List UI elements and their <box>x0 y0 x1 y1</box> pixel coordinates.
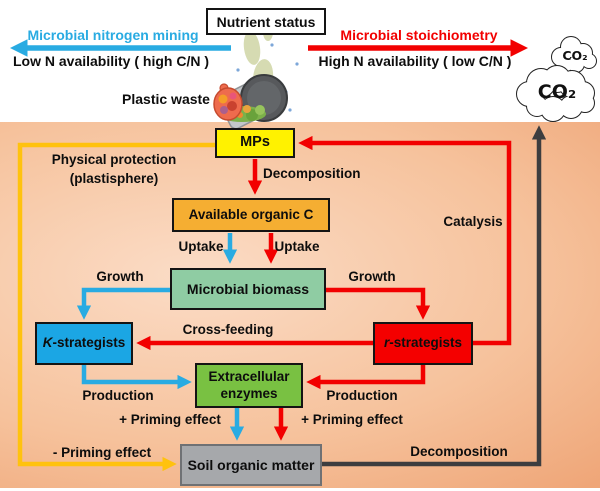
available-organic-c-box: Available organic C <box>172 198 330 232</box>
priming-plus-left-label: + Priming effect <box>119 412 221 427</box>
plastic-bag-icon <box>213 83 243 121</box>
plastic-waste-label: Plastic waste <box>122 91 210 107</box>
decomposition-top-label: Decomposition <box>263 166 361 181</box>
stoichiometry-title: Microbial stoichiometry <box>340 27 498 43</box>
arrow-som-decomposition <box>321 125 547 467</box>
r-strategists-label: r-strategists <box>383 335 463 351</box>
extracellular-enzymes-box: Extracellular enzymes <box>195 363 303 408</box>
uptake-right-label: Uptake <box>274 239 320 254</box>
k-strategists-box: K-strategists <box>35 322 133 365</box>
physical-protection-label-1: Physical protection <box>51 152 177 167</box>
mps-box: MPs <box>215 128 295 158</box>
r-strategists-box: r-strategists <box>373 322 473 365</box>
enzymes-line1: Extracellular <box>208 369 290 385</box>
co2-label-large: CO₂ <box>537 81 577 103</box>
k-strategists-label: K-strategists <box>42 335 126 351</box>
arrow-production-left <box>81 364 192 390</box>
arrow-growth-r <box>325 287 431 320</box>
catalysis-label: Catalysis <box>443 214 503 229</box>
production-left-label: Production <box>82 388 154 403</box>
co2-label-small: CO₂ <box>562 48 588 63</box>
arrow-physical-protection <box>17 142 216 472</box>
priming-minus-label: - Priming effect <box>52 445 152 460</box>
growth-right-label: Growth <box>348 269 396 284</box>
low-n-availability-label: Low N availability ( high C/N ) <box>12 53 210 69</box>
nutrient-status-box: Nutrient status <box>206 8 326 35</box>
decomposition-bottom-label: Decomposition <box>410 444 508 459</box>
priming-plus-right-label: + Priming effect <box>301 412 403 427</box>
uptake-left-label: Uptake <box>178 239 224 254</box>
arrow-catalysis <box>298 135 512 346</box>
physical-protection-label-2: (plastisphere) <box>69 171 159 186</box>
arrow-production-right <box>306 364 426 390</box>
high-n-availability-label: High N availability ( low C/N ) <box>318 53 512 69</box>
co2-cloud-large-icon <box>516 65 595 122</box>
plastic-waste-illustration <box>213 8 299 130</box>
arrow-growth-k <box>76 287 171 320</box>
microbial-biomass-box: Microbial biomass <box>170 268 326 310</box>
enzymes-line2: enzymes <box>220 385 278 401</box>
production-right-label: Production <box>326 388 398 403</box>
cross-feeding-label: Cross-feeding <box>182 322 274 337</box>
soil-organic-matter-box: Soil organic matter <box>180 444 322 486</box>
growth-left-label: Growth <box>96 269 144 284</box>
nitrogen-mining-title: Microbial nitrogen mining <box>27 27 199 43</box>
